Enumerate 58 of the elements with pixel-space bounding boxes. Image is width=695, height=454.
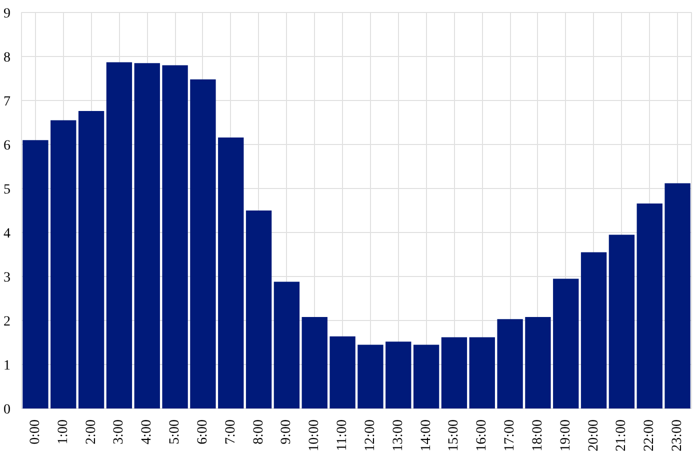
- x-tick-label: 21:00: [614, 420, 630, 452]
- x-tick-label: 15:00: [446, 420, 462, 452]
- bar: [218, 137, 244, 408]
- x-tick-label: 14:00: [418, 420, 434, 452]
- bar: [134, 63, 160, 408]
- x-tick-label: 11:00: [335, 419, 350, 451]
- bar: [441, 337, 468, 408]
- x-tick-label: 8:00: [251, 420, 266, 444]
- bar: [580, 252, 607, 408]
- y-tick-label: 5: [4, 182, 10, 198]
- bar: [413, 344, 440, 408]
- y-tick-label: 2: [4, 314, 10, 330]
- x-tick-label: 9:00: [279, 420, 294, 444]
- x-tick-label: 6:00: [195, 420, 210, 444]
- bar: [664, 183, 690, 408]
- y-tick-label: 7: [4, 94, 10, 110]
- bar: [106, 62, 132, 408]
- y-tick-label: 4: [4, 226, 10, 242]
- bar: [22, 140, 48, 408]
- y-tick-label: 6: [4, 138, 10, 154]
- bar: [358, 344, 384, 408]
- x-tick-label: 0:00: [28, 420, 43, 444]
- bar: [274, 282, 300, 408]
- y-tick-label: 0: [4, 402, 10, 418]
- bar: [190, 79, 216, 408]
- bar: [78, 111, 104, 408]
- x-tick-label: 13:00: [390, 420, 406, 452]
- x-tick-label: 17:00: [502, 420, 518, 452]
- x-tick-label: 19:00: [558, 420, 574, 452]
- x-tick-label: 4:00: [140, 420, 155, 444]
- y-tick-label: 3: [4, 270, 10, 286]
- bar: [553, 278, 579, 408]
- x-tick-label: 22:00: [642, 420, 658, 452]
- x-tick-label: 16:00: [474, 420, 490, 452]
- x-tick-label: 10:00: [307, 420, 322, 452]
- bar: [636, 203, 662, 408]
- bar: [246, 210, 272, 408]
- x-tick-label: 1:00: [56, 420, 71, 444]
- bar: [386, 342, 412, 408]
- x-tick-label: 12:00: [362, 420, 378, 452]
- bar: [497, 319, 523, 408]
- x-tick-label: 23:00: [670, 420, 686, 452]
- x-tick-label: 2:00: [84, 420, 99, 444]
- x-tick-label: 20:00: [586, 420, 602, 452]
- bar: [608, 234, 635, 408]
- x-tick-label: 18:00: [530, 420, 546, 452]
- bar: [330, 336, 356, 408]
- bar: [469, 337, 495, 408]
- bar: [525, 316, 551, 408]
- bar: [50, 120, 76, 408]
- y-tick-label: 1: [4, 358, 10, 374]
- x-tick-label: 7:00: [223, 420, 238, 444]
- x-tick-label: 5:00: [168, 420, 183, 444]
- bar: [162, 65, 188, 408]
- y-tick-label: 9: [4, 6, 10, 22]
- bar: [302, 316, 328, 408]
- x-tick-label: 3:00: [112, 420, 127, 444]
- y-tick-label: 8: [4, 50, 10, 66]
